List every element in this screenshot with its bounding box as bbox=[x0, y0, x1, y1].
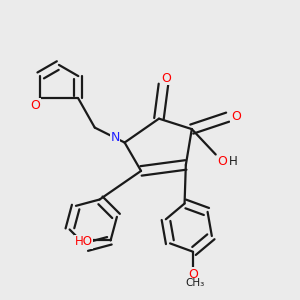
Text: N: N bbox=[110, 131, 120, 144]
Text: O: O bbox=[217, 155, 227, 168]
Text: O: O bbox=[231, 110, 241, 123]
Text: H: H bbox=[229, 155, 238, 168]
Text: O: O bbox=[188, 268, 198, 281]
Text: O: O bbox=[30, 99, 40, 112]
Text: O: O bbox=[161, 72, 171, 85]
Text: CH₃: CH₃ bbox=[185, 278, 204, 288]
Text: HO: HO bbox=[75, 236, 93, 248]
